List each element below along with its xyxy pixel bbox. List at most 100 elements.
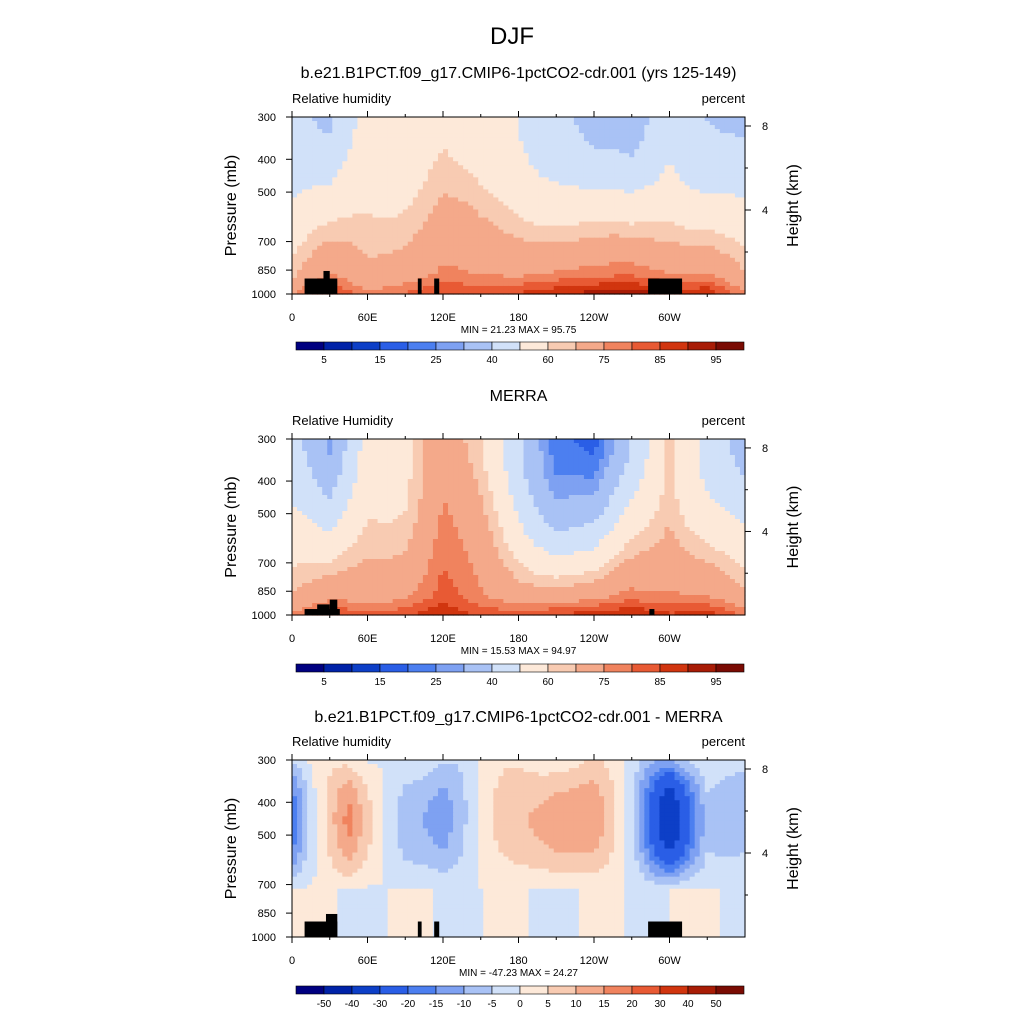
field-cell: [624, 153, 630, 158]
field-cell: [448, 250, 454, 255]
field-cell: [659, 161, 665, 166]
field-cell: [604, 250, 610, 255]
field-cell: [513, 459, 519, 464]
field-cell: [614, 262, 620, 267]
field-cell: [408, 278, 414, 283]
field-cell: [720, 141, 726, 146]
field-cell: [715, 286, 721, 291]
field-cell: [599, 137, 605, 142]
field-cell: [302, 145, 308, 150]
topography-mask: [418, 279, 422, 294]
field-cell: [368, 250, 374, 255]
field-cell: [549, 443, 555, 448]
field-cell: [493, 165, 499, 170]
field-cell: [569, 201, 575, 206]
field-cell: [292, 125, 298, 130]
field-cell: [302, 169, 308, 174]
field-cell: [639, 246, 645, 251]
field-cell: [659, 153, 665, 158]
field-cell: [322, 439, 328, 444]
field-cell: [725, 270, 731, 275]
field-cell: [357, 238, 363, 243]
field-cell: [544, 471, 550, 476]
field-cell: [373, 181, 379, 186]
field-cell: [584, 197, 590, 202]
field-cell: [670, 214, 676, 219]
field-cell: [322, 218, 328, 223]
field-cell: [524, 459, 530, 464]
field-cell: [388, 459, 394, 464]
field-cell: [347, 149, 353, 154]
field-cell: [554, 145, 560, 150]
field-cell: [413, 270, 419, 275]
field-cell: [685, 121, 691, 126]
field-cell: [524, 121, 530, 126]
field-cell: [629, 443, 635, 448]
field-cell: [393, 463, 399, 468]
field-cell: [710, 475, 716, 480]
field-cell: [337, 286, 343, 291]
field-cell: [649, 258, 655, 263]
field-cell: [317, 149, 323, 154]
field-cell: [488, 185, 494, 190]
field-cell: [690, 222, 696, 227]
field-cell: [649, 153, 655, 158]
field-cell: [468, 226, 474, 231]
field-cell: [730, 443, 736, 448]
field-cell: [383, 230, 389, 235]
field-cell: [312, 218, 318, 223]
field-cell: [418, 479, 424, 484]
field-cell: [337, 254, 343, 259]
field-cell: [362, 169, 368, 174]
field-cell: [529, 467, 535, 472]
field-cell: [327, 479, 333, 484]
field-cell: [589, 210, 595, 215]
field-cell: [493, 463, 499, 468]
field-cell: [654, 226, 660, 231]
field-cell: [634, 274, 640, 279]
field-cell: [433, 125, 439, 130]
field-cell: [342, 475, 348, 480]
field-cell: [443, 137, 449, 142]
field-cell: [609, 197, 615, 202]
field-cell: [569, 177, 575, 182]
field-cell: [524, 125, 530, 130]
field-cell: [644, 467, 650, 472]
field-cell: [378, 455, 384, 460]
field-cell: [297, 270, 303, 275]
field-cell: [700, 254, 706, 259]
field-cell: [670, 201, 676, 206]
field-cell: [503, 242, 509, 247]
field-cell: [473, 141, 479, 146]
field-cell: [529, 141, 535, 146]
field-cell: [302, 258, 308, 263]
field-cell: [614, 467, 620, 472]
field-cell: [710, 467, 716, 472]
field-cell: [433, 258, 439, 263]
field-cell: [352, 222, 358, 227]
field-cell: [423, 443, 429, 448]
field-cell: [675, 262, 681, 267]
field-cell: [659, 149, 665, 154]
field-cell: [413, 137, 419, 142]
field-cell: [695, 242, 701, 247]
field-cell: [383, 475, 389, 480]
field-cell: [720, 121, 726, 126]
field-cell: [675, 206, 681, 211]
field-cell: [508, 153, 514, 158]
field-cell: [705, 471, 711, 476]
field-cell: [433, 455, 439, 460]
field-cell: [312, 133, 318, 138]
field-cell: [659, 137, 665, 142]
field-cell: [423, 234, 429, 239]
field-cell: [498, 467, 504, 472]
field-cell: [513, 471, 519, 476]
field-cell: [413, 254, 419, 259]
field-cell: [534, 218, 540, 223]
field-cell: [559, 218, 565, 223]
field-cell: [453, 282, 459, 287]
field-cell: [398, 254, 404, 259]
field-cell: [695, 129, 701, 134]
field-cell: [589, 282, 595, 287]
field-cell: [534, 185, 540, 190]
